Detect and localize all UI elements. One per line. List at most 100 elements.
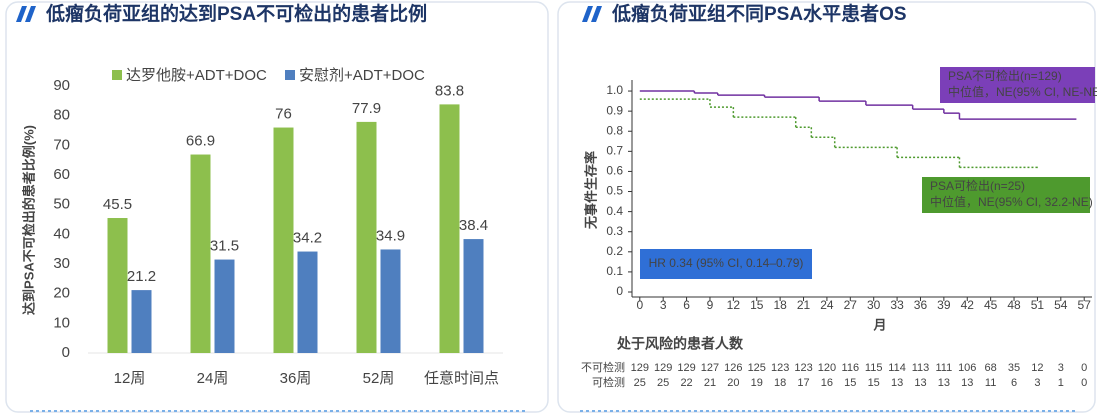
legend-label: 达罗他胺+ADT+DOC — [126, 67, 267, 84]
y-tick-label: 40 — [53, 225, 70, 242]
risk-count: 11 — [985, 377, 996, 389]
x-axis-label: 月 — [872, 317, 886, 332]
y-tick-label: 70 — [53, 136, 70, 153]
risk-count: 123 — [794, 362, 812, 374]
y-tick-label: 60 — [53, 166, 70, 183]
risk-count: 6 — [1011, 377, 1017, 389]
bar — [297, 251, 318, 353]
chart-title: 低瘤负荷亚组的达到PSA不可检出的患者比例 — [45, 2, 427, 25]
bar — [273, 127, 294, 354]
risk-count: 3 — [1058, 362, 1064, 374]
risk-count: 129 — [677, 362, 695, 374]
annotation-box — [640, 249, 812, 279]
x-tick-label: 57 — [1078, 298, 1092, 312]
x-tick-label: 21 — [797, 298, 811, 312]
x-tick-label: 54 — [1054, 298, 1068, 312]
y-axis-label: 无事件生存率 — [583, 151, 598, 230]
bar — [131, 290, 152, 353]
risk-count: 125 — [748, 362, 766, 374]
annotation-text: 中位值，NE(95% CI, NE-NE) — [948, 84, 1097, 99]
bar — [214, 259, 235, 353]
bar — [107, 218, 128, 353]
annotation-box — [940, 67, 1095, 103]
x-tick-label: 6 — [683, 298, 690, 312]
risk-count: 13 — [914, 377, 926, 389]
risk-count: 25 — [634, 377, 646, 389]
risk-count: 129 — [654, 362, 672, 374]
risk-count: 21 — [704, 377, 716, 389]
risk-count: 13 — [891, 377, 903, 389]
x-tick-label: 3 — [660, 298, 667, 312]
risk-count: 15 — [844, 377, 856, 389]
y-tick-label: 80 — [53, 107, 70, 124]
y-tick-label: 0.4 — [606, 204, 623, 218]
bar — [356, 121, 377, 353]
annotation-text: PSA不可检出(n=129) — [948, 68, 1062, 83]
risk-count: 120 — [818, 362, 836, 374]
x-tick-label: 15 — [750, 298, 764, 312]
y-tick-label: 0.2 — [606, 244, 623, 258]
risk-count: 106 — [958, 362, 976, 374]
x-tick-label: 39 — [937, 298, 951, 312]
x-tick-label: 27 — [844, 298, 858, 312]
bar — [380, 249, 401, 353]
x-tick-label: 48 — [1007, 298, 1021, 312]
risk-count: 35 — [1008, 362, 1020, 374]
risk-count: 3 — [1034, 377, 1040, 389]
annotation-text: PSA可检出(n=25) — [930, 178, 1025, 193]
bar — [190, 154, 211, 353]
value-label: 77.9 — [352, 100, 381, 117]
risk-count: 1 — [1058, 377, 1064, 389]
x-tick-label: 51 — [1031, 298, 1045, 312]
annotation-text: HR 0.34 (95% CI, 0.14–0.79) — [649, 256, 804, 270]
x-tick-label: 0 — [636, 298, 643, 312]
risk-count: 16 — [821, 377, 833, 389]
y-tick-label: 0 — [62, 344, 70, 361]
risk-count: 114 — [888, 362, 906, 374]
value-label: 21.2 — [127, 268, 156, 285]
legend-swatch — [112, 70, 122, 80]
y-tick-label: 0 — [616, 284, 623, 298]
risk-count: 111 — [935, 362, 952, 374]
legend-label: 安慰剂+ADT+DOC — [299, 66, 425, 84]
y-tick-label: 0.3 — [606, 224, 623, 238]
risk-row-label: 可检测 — [592, 375, 625, 389]
value-label: 76 — [275, 106, 292, 123]
value-label: 66.9 — [186, 132, 215, 149]
risk-count: 113 — [912, 362, 930, 374]
annotation-box — [922, 177, 1090, 213]
y-tick-label: 0.9 — [606, 103, 623, 117]
risk-table-title: 处于风险的患者人数 — [616, 336, 744, 352]
risk-count: 123 — [771, 362, 789, 374]
risk-count: 0 — [1081, 377, 1087, 389]
y-tick-label: 50 — [53, 196, 70, 213]
x-tick-label: 任意时间点 — [424, 369, 499, 387]
legend-swatch — [285, 70, 295, 80]
x-tick-label: 45 — [984, 298, 998, 312]
value-label: 83.8 — [435, 82, 464, 99]
x-tick-label: 33 — [890, 298, 904, 312]
y-tick-label: 10 — [53, 314, 70, 331]
bar — [439, 104, 460, 353]
risk-count: 68 — [985, 362, 997, 374]
annotation-text: 中位值，NE(95% CI, 32.2-NE) — [930, 194, 1093, 209]
x-tick-label: 36 — [914, 298, 928, 312]
risk-count: 129 — [631, 362, 649, 374]
risk-count: 0 — [1081, 362, 1087, 374]
value-label: 34.2 — [293, 230, 322, 247]
x-tick-label: 42 — [961, 298, 975, 312]
risk-count: 17 — [797, 377, 809, 389]
risk-count: 126 — [724, 362, 742, 374]
x-tick-label: 36周 — [280, 370, 312, 387]
value-label: 34.9 — [376, 227, 405, 244]
x-tick-label: 18 — [773, 298, 787, 312]
value-label: 31.5 — [210, 238, 239, 255]
value-label: 38.4 — [459, 217, 488, 234]
risk-count: 12 — [1031, 362, 1043, 374]
risk-count: 13 — [938, 377, 950, 389]
title-icon — [16, 6, 602, 22]
x-tick-label: 12 — [727, 298, 741, 312]
y-tick-label: 0.5 — [606, 184, 623, 198]
x-tick-label: 52周 — [363, 370, 395, 387]
risk-count: 18 — [774, 377, 786, 389]
